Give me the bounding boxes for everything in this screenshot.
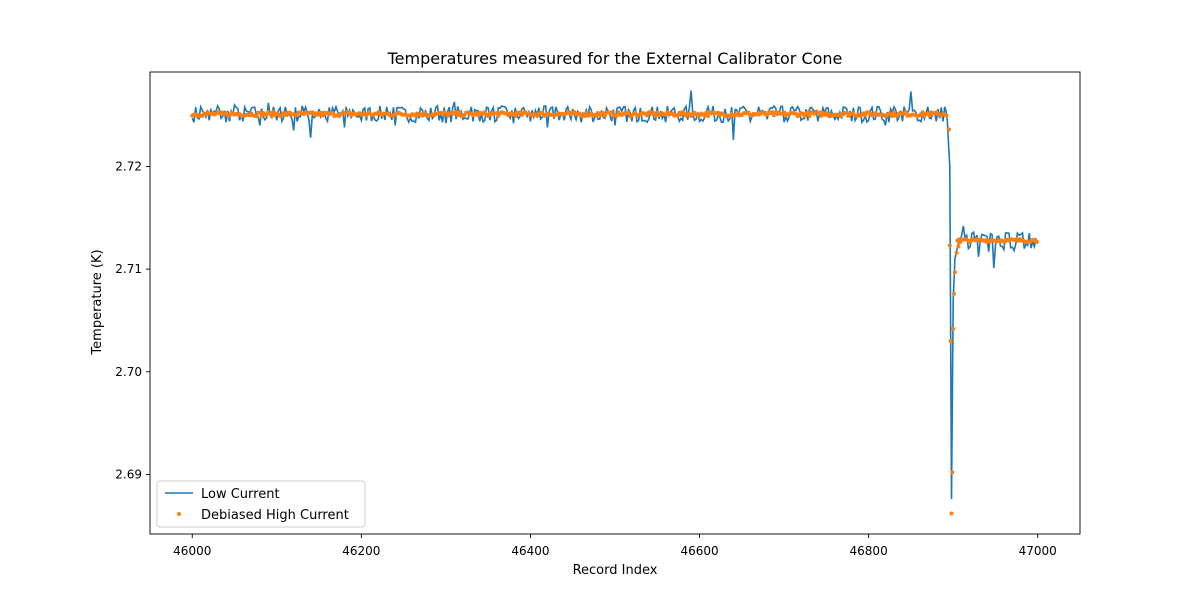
point-debiased-high-current-transition-10 [957,240,962,245]
legend-label-debiased-high-current: Debiased High Current [201,508,349,523]
point-debiased-high-current-a-46828 [890,114,895,118]
point-debiased-high-current-a-46096 [271,110,276,115]
point-debiased-high-current-a-46830 [892,110,896,115]
point-debiased-high-current-a-46728 [805,110,810,115]
plot-frame [149,71,1081,535]
point-debiased-high-current-a-46488 [602,114,607,119]
y-axis-label: Temperature (K) [90,249,105,355]
point-debiased-high-current-a-46166 [330,110,335,115]
point-debiased-high-current-b-46999 [1034,239,1039,244]
point-debiased-high-current-a-46414 [540,110,545,115]
point-debiased-high-current-a-46466 [584,110,589,115]
y-tick-label-3: 2.72 [115,159,142,173]
legend-swatch-debiased-high-current [177,512,181,516]
point-debiased-high-current-a-46742 [817,110,822,115]
point-debiased-high-current-a-46092 [268,110,273,115]
point-debiased-high-current-a-46502 [614,114,619,118]
plot-area [149,71,1081,535]
point-debiased-high-current-transition-9 [956,244,961,249]
point-debiased-high-current-a-46892 [944,113,949,118]
point-debiased-high-current-a-46152 [318,110,323,115]
x-tick-label-46400: 46400 [511,544,549,558]
point-debiased-high-current-transition-7 [952,270,957,275]
plot-content [190,90,1039,516]
point-debiased-high-current-a-46700 [782,110,787,115]
point-debiased-high-current-a-46486 [601,111,606,115]
point-debiased-high-current-a-46548 [653,113,658,118]
y-tick-label-0: 2.69 [115,467,142,481]
point-debiased-high-current-a-46516 [626,110,631,115]
point-debiased-high-current-a-46314 [455,113,460,117]
x-tick-label-46200: 46200 [342,544,380,558]
point-debiased-high-current-transition-8 [954,250,959,255]
point-debiased-high-current-a-46872 [927,113,932,118]
point-debiased-high-current-a-46606 [702,113,707,118]
point-debiased-high-current-a-46688 [771,113,776,118]
point-debiased-high-current-a-46272 [420,113,425,118]
point-debiased-high-current-transition-3 [949,511,954,516]
point-debiased-high-current-a-46796 [863,113,868,118]
y-axis-ticks: 2.69 2.70 2.71 2.72 [115,159,150,481]
point-debiased-high-current-a-46080 [257,110,262,115]
point-debiased-high-current-transition-5 [951,326,956,331]
point-debiased-high-current-a-46844 [903,110,908,115]
point-debiased-high-current-transition-6 [952,291,956,296]
point-debiased-high-current-transition-0 [947,127,951,132]
point-debiased-high-current-a-46094 [269,114,274,119]
point-debiased-high-current-a-46610 [706,114,710,119]
legend: Low Current Debiased High Current [156,480,366,528]
point-debiased-high-current-a-46382 [513,114,518,119]
point-debiased-high-current-a-46550 [655,110,660,115]
point-debiased-high-current-a-46864 [920,110,925,115]
point-debiased-high-current-a-46464 [582,114,587,118]
point-debiased-high-current-a-46350 [486,114,491,118]
x-tick-label-46000: 46000 [173,544,211,558]
point-debiased-high-current-a-46076 [254,114,259,119]
chart-title: Temperatures measured for the External C… [387,49,843,68]
point-debiased-high-current-a-46316 [457,110,462,115]
point-debiased-high-current-transition-1 [947,243,952,248]
point-debiased-high-current-a-46608 [704,110,709,115]
point-debiased-high-current-a-46082 [259,114,264,118]
y-tick-label-2: 2.71 [115,262,142,276]
point-debiased-high-current-a-46744 [819,113,824,118]
x-tick-label-46800: 46800 [850,544,888,558]
point-debiased-high-current-transition-2 [948,339,953,343]
x-tick-label-47000: 47000 [1019,544,1057,558]
point-debiased-high-current-a-46774 [844,110,849,115]
x-tick-label-46600: 46600 [680,544,718,558]
point-debiased-high-current-a-46538 [645,113,650,118]
point-debiased-high-current-transition-4 [950,470,955,475]
x-axis-label: Record Index [573,563,658,578]
legend-box [156,480,366,528]
point-debiased-high-current-a-46730 [807,114,812,119]
point-debiased-high-current-a-46496 [609,110,614,115]
legend-label-low-current: Low Current [201,487,280,502]
x-axis-ticks: 46000 46200 46400 46600 46800 47000 [173,534,1057,558]
y-tick-label-1: 2.70 [115,365,142,379]
